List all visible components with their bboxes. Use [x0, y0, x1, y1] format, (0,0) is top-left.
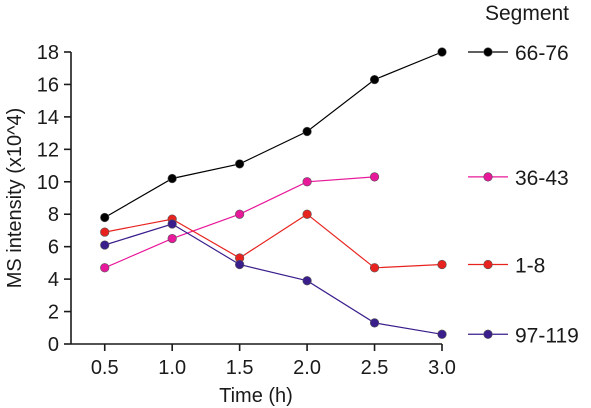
y-axis-title: MS intensity (x10^4) [4, 108, 26, 289]
x-tick-label: 1.0 [158, 357, 186, 379]
data-point [100, 212, 110, 223]
legend-entry: 1-8 [468, 255, 545, 278]
data-point [100, 263, 110, 273]
data-point [100, 240, 110, 250]
series-line [104, 223, 443, 335]
legend-entry: 66-76 [468, 42, 569, 65]
y-tick-label: 0 [48, 334, 59, 356]
axes [70, 52, 442, 345]
data-point [369, 74, 380, 85]
x-tick-label: 2.5 [361, 357, 389, 379]
data-point [235, 209, 245, 219]
x-tick-label: 1.5 [226, 357, 254, 379]
legend-swatch-marker [483, 47, 493, 57]
legend-title: Segment [485, 2, 569, 25]
series-66-76 [100, 47, 447, 223]
data-point [437, 47, 447, 57]
legend-swatch-marker [483, 172, 493, 182]
x-axis-title: Time (h) [219, 385, 293, 407]
x-tick-label: 0.5 [91, 357, 119, 379]
x-tick-label: 2.0 [293, 357, 321, 379]
data-point [437, 329, 447, 339]
data-point [302, 177, 312, 187]
series-97-119 [100, 219, 447, 339]
series-line [104, 213, 443, 269]
y-tick-label: 14 [37, 107, 59, 129]
legend-entry: 36-43 [468, 167, 569, 190]
legend-label: 1-8 [515, 255, 545, 278]
data-point [167, 219, 177, 229]
legend-swatch-marker [483, 259, 493, 270]
x-ticks: 0.5 1.0 1.5 2.0 2.5 3.0 [91, 344, 456, 379]
y-tick-label: 2 [48, 302, 59, 324]
legend: 66-76 36-43 1-8 97-119 [468, 42, 579, 347]
data-point [369, 172, 380, 182]
data-point [235, 259, 245, 270]
series-1-8 [100, 209, 447, 273]
series-line [104, 51, 443, 219]
data-point [369, 263, 380, 273]
y-tick-label: 16 [37, 74, 59, 96]
legend-label: 97-119 [515, 324, 579, 347]
series-layer [100, 47, 447, 339]
data-point [167, 173, 177, 184]
data-point [302, 276, 312, 286]
y-tick-label: 10 [37, 172, 59, 194]
y-tick-label: 8 [48, 204, 59, 226]
y-ticks: 0 2 4 6 8 10 12 14 16 18 [37, 42, 71, 356]
series-36-43 [100, 172, 380, 273]
legend-swatch-marker [483, 329, 493, 339]
data-point [100, 227, 110, 237]
y-tick-label: 4 [48, 269, 59, 291]
legend-entry: 97-119 [468, 324, 579, 347]
data-point [235, 159, 245, 169]
y-tick-label: 6 [48, 237, 59, 259]
data-point [302, 126, 312, 137]
y-tick-label: 18 [37, 42, 59, 64]
y-tick-label: 12 [37, 139, 59, 161]
legend-label: 36-43 [515, 167, 569, 190]
data-point [437, 259, 447, 270]
legend-label: 66-76 [515, 42, 569, 65]
data-point [369, 318, 380, 328]
data-point [302, 209, 312, 219]
x-tick-label: 3.0 [428, 357, 456, 379]
data-point [167, 233, 177, 244]
